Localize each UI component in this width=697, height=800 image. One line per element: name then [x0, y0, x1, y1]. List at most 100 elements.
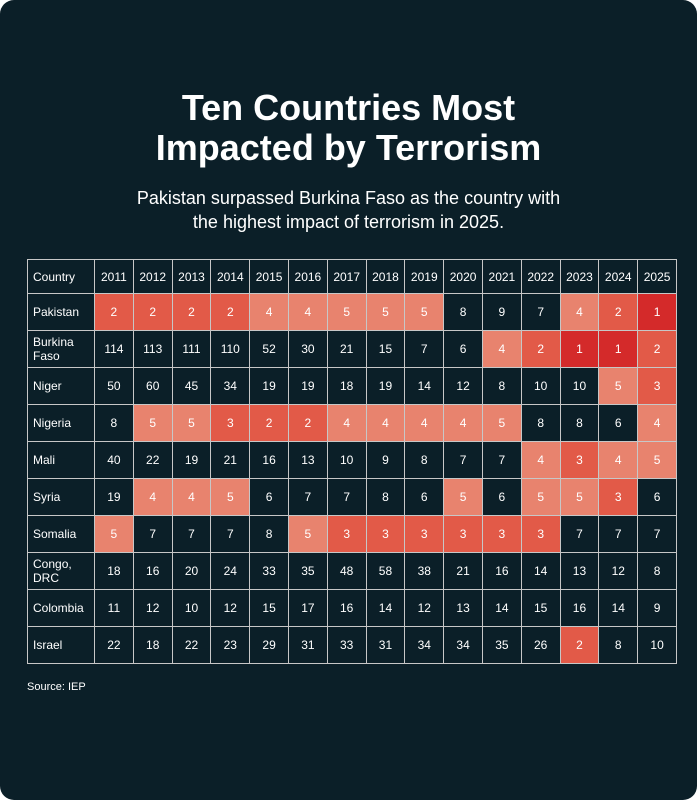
rank-cell: 22: [132, 441, 173, 479]
rank-cell: 31: [365, 626, 406, 664]
rank-cell: 8: [404, 441, 445, 479]
rank-cell: 2: [559, 626, 600, 664]
rank-cell: 2: [94, 293, 134, 331]
rank-cell: 9: [637, 589, 677, 627]
rank-cell: 2: [598, 293, 639, 331]
rank-cell: 2: [132, 293, 173, 331]
country-label: Nigeria: [27, 404, 95, 442]
country-label: Israel: [27, 626, 95, 664]
rank-cell: 21: [443, 552, 483, 590]
rank-cell: 3: [210, 404, 251, 442]
rank-cell: 7: [637, 515, 677, 553]
rank-cell: 12: [443, 367, 483, 405]
rank-cell: 4: [637, 404, 677, 442]
rank-cell: 10: [171, 589, 212, 627]
rank-cell: 4: [171, 478, 212, 516]
table-row: Syria 19 4 4 5 6 7 7 8 6 5 6 5 5 3 6: [27, 478, 677, 516]
rank-cell: 16: [132, 552, 173, 590]
rank-cell: 12: [404, 589, 445, 627]
rank-cell: 8: [249, 515, 289, 553]
country-label: Niger: [27, 367, 95, 405]
year-header: 2018: [365, 259, 406, 294]
rank-cell: 60: [132, 367, 173, 405]
country-label-part: Somalia: [33, 527, 77, 541]
rank-cell: 5: [520, 478, 561, 516]
rank-cell: 38: [404, 552, 445, 590]
table-row: Niger 50 60 45 34 19 19 18 19 14 12 8 10 10 5 3: [27, 367, 677, 405]
rank-cell: 13: [443, 589, 483, 627]
rank-cell: 16: [326, 589, 367, 627]
country-label-part: Colombia: [33, 601, 84, 615]
table-row: Congo, DRC 18 16 20 24 33 35 48 58 38 21 16 14 13 12 8: [27, 552, 677, 590]
source-note: Source: IEP: [27, 681, 86, 693]
rank-cell: 2: [171, 293, 212, 331]
rank-cell: 6: [404, 478, 445, 516]
table-row: Mali 40 22 19 21 16 13 10 9 8 7 7 4 3 4 5: [27, 441, 677, 479]
country-label-part: Niger: [33, 379, 62, 393]
rank-cell: 3: [404, 515, 445, 553]
rank-cell: 4: [481, 330, 522, 368]
header-row: Country 2011 2012 2013 2014 2015 2016 2017 2018…: [27, 259, 677, 294]
rank-cell: 8: [637, 552, 677, 590]
rank-cell: 58: [365, 552, 406, 590]
rank-cell: 20: [171, 552, 212, 590]
rank-cell: 4: [365, 404, 406, 442]
rank-cell: 2: [287, 404, 328, 442]
rank-cell: 4: [598, 441, 639, 479]
table-row: Nigeria 8 5 5 3 2 2 4 4 4 4 5 8 8 6 4: [27, 404, 677, 442]
rank-cell: 9: [481, 293, 522, 331]
subtitle-line-1: Pakistan surpassed Burkina Faso as the c…: [136, 188, 561, 208]
rank-cell: 22: [94, 626, 134, 664]
rank-cell: 111: [171, 330, 212, 368]
rank-cell: 7: [326, 478, 367, 516]
chart-title: Ten Countries Most Impacted by Terrorism: [0, 88, 697, 168]
rank-cell: 114: [94, 330, 134, 368]
rank-cell: 3: [481, 515, 522, 553]
rank-cell: 7: [171, 515, 212, 553]
rank-cell: 7: [598, 515, 639, 553]
rank-cell: 10: [559, 367, 600, 405]
rank-cell: 2: [210, 293, 251, 331]
rank-cell: 1: [559, 330, 600, 368]
rank-cell: 17: [287, 589, 328, 627]
country-label-part: Mali: [33, 453, 56, 467]
table-row: Colombia 11 12 10 12 15 17 16 14 12 13 14 15 16 14 9: [27, 589, 677, 627]
year-header: 2017: [326, 259, 367, 294]
rank-cell: 10: [326, 441, 367, 479]
country-label-part: DRC: [33, 571, 59, 585]
rank-cell: 5: [481, 404, 522, 442]
rank-cell: 5: [94, 515, 134, 553]
rank-cell: 21: [326, 330, 367, 368]
rank-cell: 5: [210, 478, 251, 516]
year-header: 2013: [171, 259, 212, 294]
rank-cell: 3: [443, 515, 483, 553]
country-label-part: Burkina: [33, 335, 74, 349]
year-header: 2023: [559, 259, 600, 294]
rank-cell: 8: [598, 626, 639, 664]
rank-cell: 14: [481, 589, 522, 627]
rank-cell: 5: [132, 404, 173, 442]
rank-cell: 23: [210, 626, 251, 664]
rank-cell: 6: [443, 330, 483, 368]
rank-cell: 19: [249, 367, 289, 405]
rank-cell: 4: [443, 404, 483, 442]
country-label-part: Congo,: [33, 557, 72, 571]
rank-cell: 34: [210, 367, 251, 405]
rank-cell: 33: [249, 552, 289, 590]
rank-cell: 7: [520, 293, 561, 331]
rank-cell: 4: [326, 404, 367, 442]
rank-cell: 5: [365, 293, 406, 331]
country-label-part: Israel: [33, 638, 63, 652]
rank-cell: 7: [210, 515, 251, 553]
year-header: 2024: [598, 259, 639, 294]
rank-cell: 1: [598, 330, 639, 368]
rank-cell: 18: [326, 367, 367, 405]
year-header: 2021: [481, 259, 522, 294]
rank-cell: 24: [210, 552, 251, 590]
rank-cell: 7: [443, 441, 483, 479]
rank-cell: 18: [94, 552, 134, 590]
chart-subtitle: Pakistan surpassed Burkina Faso as the c…: [0, 186, 697, 234]
rank-cell: 8: [481, 367, 522, 405]
country-label-part: Syria: [33, 490, 61, 504]
